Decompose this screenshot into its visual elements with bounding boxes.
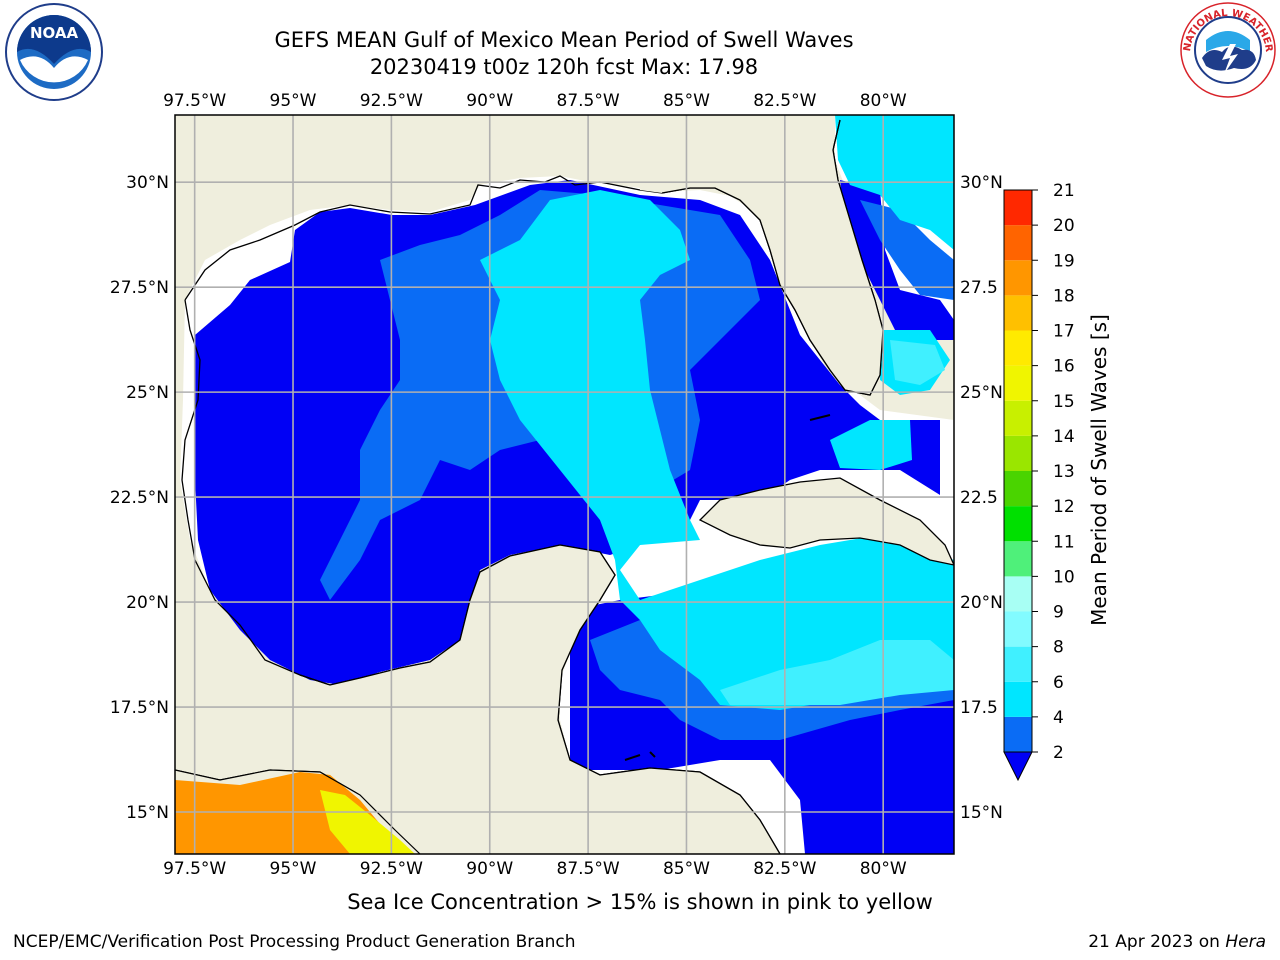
colorbar-extend-low (1003, 751, 1033, 782)
sea-ice-note: Sea Ice Concentration > 15% is shown in … (347, 890, 933, 914)
colorbar-tick-label: 19 (1053, 251, 1075, 271)
longitude-tick-label: 80°W (860, 91, 907, 111)
colorbar-label: Mean Period of Swell Waves [s] (1087, 314, 1111, 626)
colorbar-segment (1004, 576, 1032, 612)
longitude-tick-label: 97.5°W (163, 91, 226, 111)
colorbar-tick-label: 21 (1053, 181, 1075, 201)
colorbar-tick-label: 13 (1053, 462, 1075, 482)
map-frame (174, 114, 955, 855)
latitude-tick-label-left: 17.5°N (110, 698, 169, 718)
colorbar-tick-label: 6 (1053, 673, 1064, 693)
colorbar-segment (1004, 295, 1032, 331)
colorbar-segment (1004, 716, 1032, 752)
longitude-tick-label: 90°W (466, 859, 513, 879)
colorbar-tick-label: 14 (1053, 427, 1075, 447)
colorbar-tick-label: 2 (1053, 743, 1064, 763)
longitude-tick-label: 80°W (860, 859, 907, 879)
map-plot-area (175, 115, 954, 854)
colorbar-tick-label: 18 (1053, 286, 1075, 306)
longitude-tick-label: 90°W (466, 91, 513, 111)
period-8-9-atlantic (890, 340, 945, 385)
longitude-tick-label: 82.5°W (753, 91, 816, 111)
colorbar-tick-label: 20 (1053, 216, 1075, 236)
colorbar-tick-label: 10 (1053, 567, 1075, 587)
longitude-tick-label: 82.5°W (753, 859, 816, 879)
colorbar-tick-label: 16 (1053, 357, 1075, 377)
latitude-tick-label-right: 30°N (960, 173, 1003, 193)
longitude-tick-label: 92.5°W (360, 859, 423, 879)
colorbar-tick-label: 15 (1053, 392, 1075, 412)
latitude-tick-label-right: 15°N (960, 803, 1003, 823)
longitude-tick-label: 95°W (270, 91, 317, 111)
nws-logo: NATIONAL WEATHER SERVICE (1178, 0, 1276, 98)
latitude-tick-label-right: 25°N (960, 383, 1003, 403)
colorbar-segment (1004, 225, 1032, 261)
colorbar-tick-label: 9 (1053, 603, 1064, 623)
colorbar-segment (1004, 471, 1032, 507)
mexico-coastline-top (299, 544, 781, 854)
pacific-coastline-top (175, 769, 421, 854)
island-marks (624, 414, 831, 761)
colorbar-segment (1004, 506, 1032, 542)
latitude-ticks-right: 30°N 27.5 25°N 22.5 20°N 17.5 15°N (960, 173, 1003, 823)
colorbar-segment (1004, 435, 1032, 471)
colorbar-segment (1004, 541, 1032, 577)
longitude-ticks-bottom: 97.5°W 95°W 92.5°W 90°W 87.5°W 85°W 82.5°W 80°W (163, 859, 907, 879)
longitude-tick-label: 85°W (663, 859, 710, 879)
colorbar-segment (1004, 611, 1032, 647)
footer-credit: NCEP/EMC/Verification Post Processing Pr… (13, 932, 576, 952)
longitude-tick-label: 87.5°W (557, 859, 620, 879)
longitude-ticks-top: 97.5°W 95°W 92.5°W 90°W 87.5°W 85°W 82.5°W 80°W (163, 91, 907, 111)
latitude-tick-label-right: 22.5 (960, 488, 998, 508)
longitude-tick-label: 95°W (270, 859, 317, 879)
latitude-tick-label-left: 25°N (126, 383, 169, 403)
colorbar-tick-label: 11 (1053, 532, 1075, 552)
colorbar-tick-label: 12 (1053, 497, 1075, 517)
period-2-4-atlantic (840, 180, 954, 340)
latitude-tick-label-left: 20°N (126, 593, 169, 613)
footer-date: 21 Apr 2023 on Hera (1088, 932, 1266, 952)
florida-coastline-top (661, 119, 884, 396)
svg-text:NOAA: NOAA (30, 24, 79, 42)
colorbar-tick-label: 17 (1053, 322, 1075, 342)
colorbar-tick-label: 4 (1053, 708, 1064, 728)
map-subtitle: 20230419 t00z 120h fcst Max: 17.98 (369, 55, 759, 79)
footer-host: Hera (1225, 932, 1266, 952)
colorbar-segment (1004, 365, 1032, 401)
graticule (175, 115, 954, 854)
period-6-8-cuba-north (830, 420, 912, 470)
colorbar-segment (1004, 260, 1032, 296)
colorbar-segment (1004, 400, 1032, 436)
colorbar-tick-label: 8 (1053, 638, 1064, 658)
colorbar: 2 4 6 8 9 10 11 12 13 14 15 16 17 18 19 20 21 (1003, 181, 1075, 782)
florida-land (640, 115, 883, 395)
latitude-tick-label-left: 15°N (126, 803, 169, 823)
latitude-tick-label-right: 20°N (960, 593, 1003, 613)
latitude-tick-label-left: 27.5°N (110, 278, 169, 298)
latitude-tick-label-left: 22.5°N (110, 488, 169, 508)
cuba-coastline (698, 477, 954, 566)
longitude-tick-label: 92.5°W (360, 91, 423, 111)
footer-date-text: 21 Apr 2023 on (1088, 932, 1226, 952)
longitude-tick-label: 85°W (663, 91, 710, 111)
colorbar-segment (1004, 330, 1032, 366)
latitude-tick-label-right: 27.5 (960, 278, 998, 298)
colorbar-segment (1004, 681, 1032, 717)
latitude-tick-label-right: 17.5 (960, 698, 998, 718)
colorbar-segment (1004, 646, 1032, 682)
colorbar-segment (1004, 190, 1032, 226)
period-6-8-region (480, 190, 954, 710)
latitude-ticks-left: 30°N 27.5°N 25°N 22.5°N 20°N 17.5°N 15°N (110, 173, 169, 823)
longitude-tick-label: 97.5°W (163, 859, 226, 879)
period-8-9-region (720, 640, 954, 705)
latitude-tick-label-left: 30°N (126, 173, 169, 193)
map-title: GEFS MEAN Gulf of Mexico Mean Period of … (274, 28, 854, 52)
noaa-logo: NOAA (5, 3, 103, 101)
longitude-tick-label: 87.5°W (557, 91, 620, 111)
